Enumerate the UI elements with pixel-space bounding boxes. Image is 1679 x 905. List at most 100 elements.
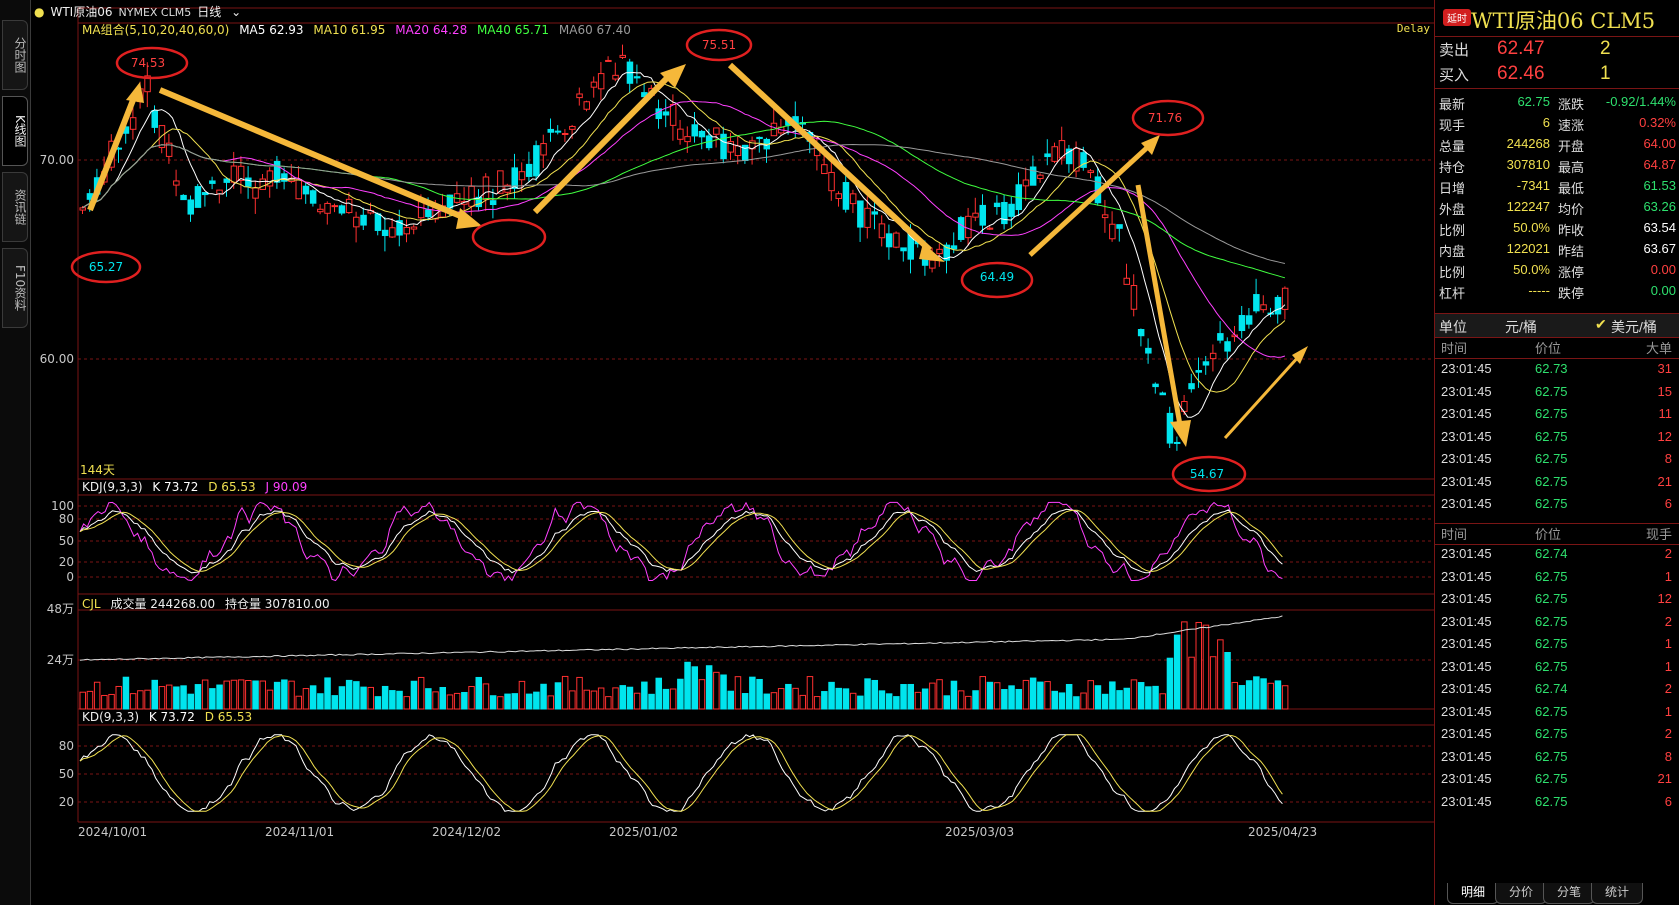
candle-body [612, 74, 619, 80]
unit-option-yuan[interactable]: 元/桶 [1505, 319, 1537, 335]
candle-body [698, 130, 706, 138]
kdj-line-2 [79, 509, 1283, 572]
volume-bar [813, 696, 821, 710]
volume-bar [518, 680, 526, 710]
table-row: 23:01:45 62.75 12 [1435, 429, 1679, 453]
kline-chart-canvas[interactable]: 70.00 60.00 144天 Delay 100 80 50 20 0 48… [30, 0, 1434, 905]
tab-time-sharing[interactable]: 分时图 [2, 20, 28, 90]
candle-body [165, 142, 173, 157]
sell-row[interactable]: 卖出 62.47 2 [1435, 38, 1679, 60]
annotation-labels: 74.53 65.27 75.51 64.49 71.76 54.67 [89, 38, 1224, 481]
candle-body [331, 205, 338, 208]
volume-bar [1245, 680, 1253, 710]
volume-bar [698, 679, 706, 710]
table-row: 23:01:45 62.75 8 [1435, 451, 1679, 475]
price-tick-60: 60.00 [40, 352, 74, 366]
volume-bar [756, 678, 763, 710]
volume-bar [871, 679, 878, 710]
quote-title: WTI原油06 CLM5 [1471, 9, 1656, 33]
candle-body [417, 201, 425, 219]
svg-text:2024/12/02: 2024/12/02 [432, 825, 501, 839]
row-quantity: 2 [1664, 546, 1672, 561]
candle-body [187, 199, 194, 215]
volume-bar [1058, 692, 1066, 710]
volume-bar [921, 688, 929, 710]
stat-value: 63.54 [1643, 220, 1676, 235]
tab-tick-split[interactable]: 分笔 [1543, 883, 1595, 904]
volume-bar [857, 695, 864, 710]
tab-price-split[interactable]: 分价 [1495, 883, 1547, 904]
quote-stat-row: 外盘 122247 均价 63.26 [1435, 199, 1679, 220]
quote-stat-row: 比例 50.0% 涨停 0.00 [1435, 262, 1679, 283]
volume-bar [1145, 686, 1152, 710]
stat-value: 63.26 [1643, 199, 1676, 214]
symbol-label: WTI原油06 [50, 5, 113, 19]
volume-bar [1253, 676, 1260, 710]
row-price: 62.74 [1535, 546, 1568, 561]
candle-body [1044, 153, 1051, 158]
ma-line-10 [82, 81, 1286, 393]
volume-bar [439, 687, 446, 710]
svg-text:65.27: 65.27 [89, 260, 123, 274]
row-time: 23:01:45 [1441, 451, 1492, 466]
volume-bar [1181, 621, 1188, 710]
kline-chart-area[interactable]: 70.00 60.00 144天 Delay 100 80 50 20 0 48… [30, 0, 1434, 905]
row-time: 23:01:45 [1441, 748, 1492, 764]
row-time: 23:01:45 [1441, 406, 1492, 421]
tab-news[interactable]: 资讯链 [2, 172, 28, 242]
row-quantity: 21 [1657, 473, 1672, 489]
stat-value: ----- [1528, 283, 1550, 298]
cjl-select[interactable]: CJL [82, 597, 101, 611]
quote-stat-row: 最新 62.75 涨跌 -0.92/1.44% [1435, 94, 1679, 115]
unit-option-usd[interactable]: 美元/桶 [1611, 319, 1657, 335]
period-select[interactable]: 日线 ⌄ [197, 5, 242, 19]
ma-line-60 [82, 143, 1286, 264]
volume-bar [770, 692, 778, 710]
days-count-label: 144天 [80, 463, 115, 477]
tab-kline[interactable]: K线图 [2, 96, 28, 166]
volume-bar [497, 696, 504, 710]
big-order-header: 时间 价位 大单 [1435, 338, 1679, 359]
row-quantity: 12 [1657, 428, 1672, 444]
row-quantity: 1 [1664, 658, 1672, 674]
volume-bar [468, 686, 475, 710]
volume-bar [1116, 690, 1123, 710]
ma-group-select[interactable]: MA组合(5,10,20,40,60,0) [82, 23, 230, 37]
candle-body [1217, 333, 1224, 341]
candle-body [1058, 140, 1066, 159]
volume-bar [878, 690, 886, 710]
volume-bar [569, 690, 576, 710]
stat-label: 内盘 [1439, 244, 1466, 259]
volume-bar [324, 677, 331, 710]
volume-bar [1195, 621, 1202, 710]
candle-body [230, 165, 238, 183]
volume-bar [828, 681, 835, 710]
stat-label: 现手 [1439, 118, 1466, 133]
tab-stats[interactable]: 统计 [1591, 883, 1643, 904]
candle-body [1130, 285, 1138, 310]
volume-bar [713, 671, 720, 710]
candle-body [266, 170, 274, 187]
volume-bar [129, 693, 137, 710]
tab-f10[interactable]: F10资料 [2, 248, 28, 328]
volume-bar [900, 684, 907, 710]
buy-row[interactable]: 买入 62.46 1 [1435, 63, 1679, 85]
candle-body [489, 200, 497, 206]
candle-body [533, 145, 540, 177]
svg-text:80: 80 [59, 739, 74, 753]
kd-select[interactable]: KD(9,3,3) [82, 710, 140, 724]
kd-line-1 [79, 734, 1283, 812]
candle-body [900, 247, 907, 252]
delayed-badge: 延时 [1443, 9, 1471, 26]
candle-body [338, 205, 346, 214]
volume-bar [79, 691, 86, 710]
volume-bar [1209, 656, 1217, 710]
kdj-select[interactable]: KDJ(9,3,3) [82, 480, 143, 494]
volume-bar [317, 693, 324, 710]
volume-bar [108, 693, 115, 710]
candle-body [590, 81, 598, 88]
volume-bar [540, 683, 547, 710]
tab-detail[interactable]: 明细 [1447, 883, 1499, 904]
volume-bar [432, 691, 439, 710]
